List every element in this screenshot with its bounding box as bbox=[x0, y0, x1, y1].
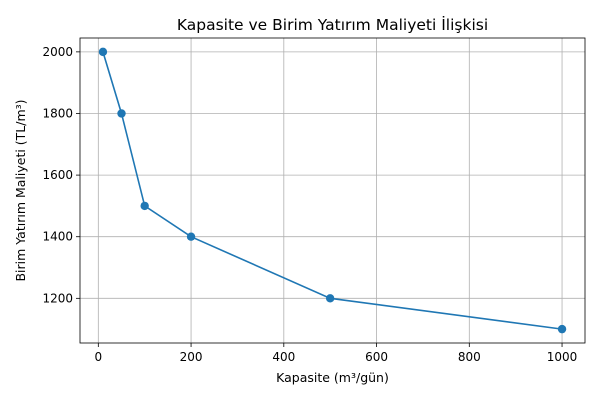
data-point bbox=[140, 201, 149, 211]
y-tick-label: 1200 bbox=[42, 291, 73, 305]
y-axis-label: Birim Yatırım Maliyeti (TL/m³) bbox=[13, 99, 28, 281]
y-tick-label: 1800 bbox=[42, 106, 73, 120]
plot-frame bbox=[79, 37, 586, 344]
x-tick-label: 0 bbox=[94, 350, 102, 364]
x-tick-label: 200 bbox=[180, 350, 203, 364]
axis-ticks: 0 200 400 600 800 1000 1200 1400 1600 1800 2000 bbox=[42, 45, 577, 364]
chart-title: Kapasite ve Birim Yatırım Maliyeti İlişk… bbox=[177, 15, 488, 34]
grid bbox=[80, 38, 585, 343]
data-point bbox=[186, 232, 196, 241]
y-tick-label: 1600 bbox=[42, 168, 73, 182]
series bbox=[98, 47, 567, 334]
y-tick-label: 1400 bbox=[42, 230, 73, 244]
x-tick-label: 800 bbox=[458, 350, 481, 364]
x-tick-label: 1000 bbox=[547, 350, 578, 364]
x-tick-label: 400 bbox=[272, 350, 295, 364]
data-point bbox=[117, 109, 126, 118]
data-point bbox=[557, 324, 567, 334]
y-tick-label: 2000 bbox=[42, 45, 73, 59]
data-point bbox=[325, 294, 335, 303]
x-tick-label: 600 bbox=[365, 350, 388, 364]
x-axis-label: Kapasite (m³/gün) bbox=[276, 370, 389, 385]
data-point bbox=[98, 47, 108, 57]
series-line bbox=[102, 51, 563, 330]
